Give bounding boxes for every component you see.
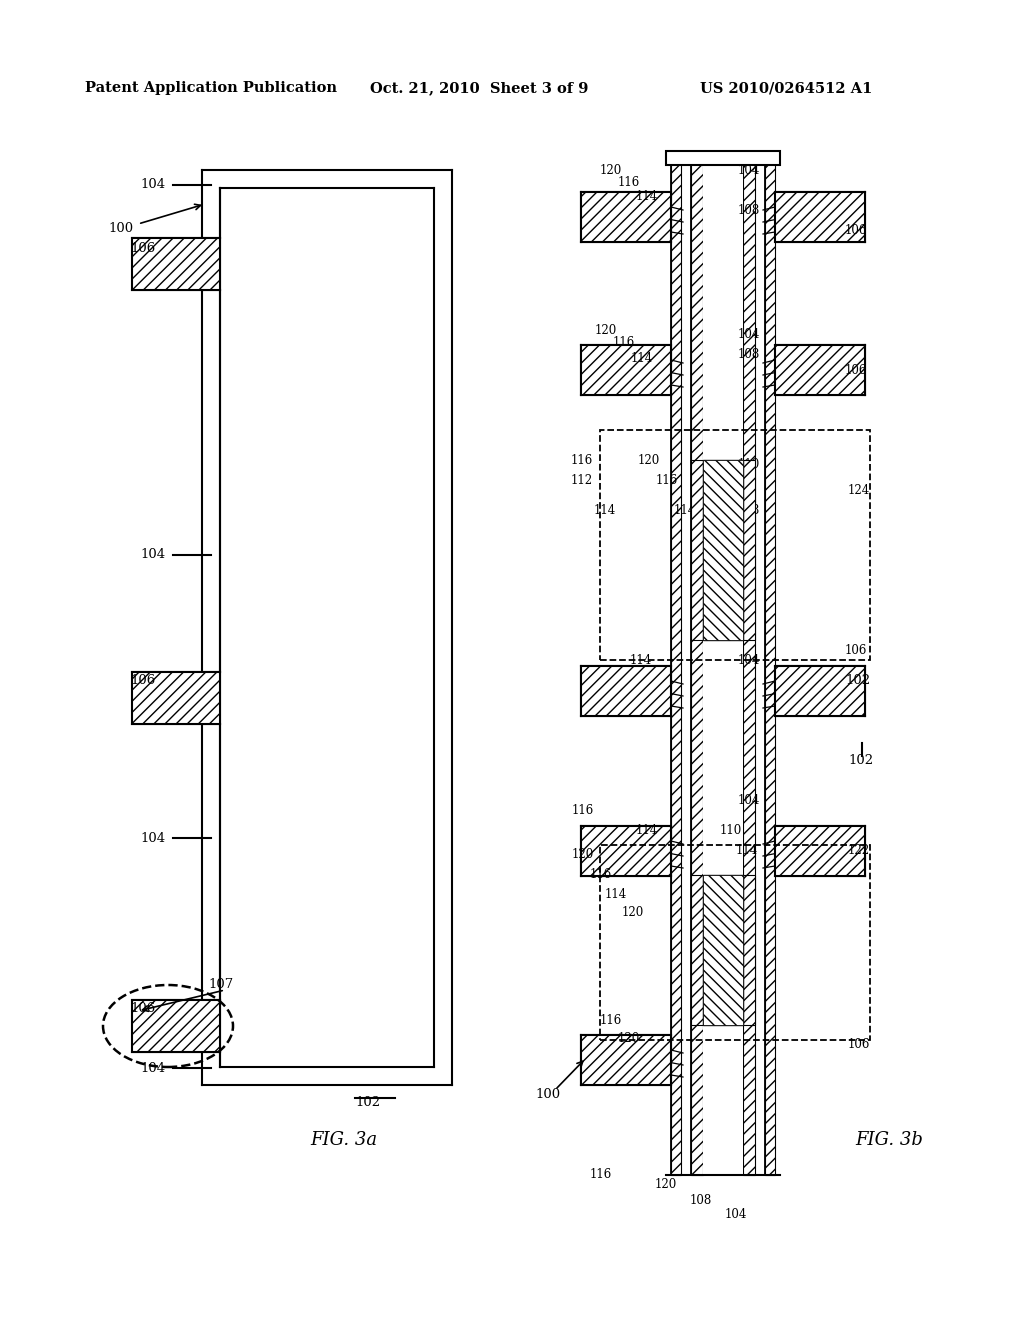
Text: 108: 108 [738,503,760,516]
Bar [703,459,743,640]
Bar [581,1035,671,1085]
Text: 120: 120 [655,1179,677,1192]
Bar [703,162,743,1175]
Text: 122: 122 [848,843,870,857]
Text: 102: 102 [355,1097,380,1110]
Bar [581,191,671,242]
Text: 104: 104 [738,793,761,807]
Text: FIG. 3b: FIG. 3b [855,1131,923,1148]
Text: 114: 114 [736,843,758,857]
Text: 106: 106 [130,675,156,688]
Bar [691,459,703,640]
Text: 114: 114 [630,653,652,667]
Text: 112: 112 [571,474,593,487]
Bar [743,875,755,1026]
Text: 104: 104 [738,164,761,177]
Text: 102: 102 [845,673,870,686]
Text: US 2010/0264512 A1: US 2010/0264512 A1 [700,81,872,95]
Text: 104: 104 [738,329,761,342]
Bar [775,191,865,242]
Bar [703,459,743,640]
Text: 106: 106 [130,1002,156,1015]
Text: 116: 116 [572,804,594,817]
Text: 116: 116 [656,474,678,487]
Bar [691,162,703,1175]
Text: 116: 116 [590,1168,612,1181]
Text: 120: 120 [595,323,617,337]
Text: 106: 106 [845,223,867,236]
Text: 104: 104 [140,832,165,845]
Text: 104: 104 [140,1061,165,1074]
Bar [600,845,870,1040]
Text: 104: 104 [140,178,165,191]
Bar [581,826,671,876]
Bar [765,162,775,1175]
Bar [600,430,870,660]
Bar [671,162,681,1175]
Text: 120: 120 [622,907,644,920]
Text: 108: 108 [738,348,760,362]
Bar [743,162,755,1175]
Text: 116: 116 [590,869,612,882]
Bar [775,345,865,395]
Text: Patent Application Publication: Patent Application Publication [85,81,337,95]
Bar [703,875,743,1026]
Text: 114: 114 [636,824,658,837]
Text: 108: 108 [738,203,760,216]
Bar [775,667,865,715]
Text: 106: 106 [845,644,867,656]
Text: 116: 116 [600,1014,623,1027]
Bar [132,672,220,723]
Bar [703,875,743,1026]
Text: 114: 114 [636,190,658,202]
Text: 124: 124 [848,483,870,496]
Text: 120: 120 [600,164,623,177]
Bar [775,826,865,876]
Text: 102: 102 [848,754,873,767]
Bar [666,150,780,165]
Bar [581,345,671,395]
Text: 114: 114 [674,503,696,516]
Text: 114: 114 [594,503,616,516]
Text: 116: 116 [571,454,593,466]
Text: 110: 110 [720,824,742,837]
Text: 114: 114 [631,351,653,364]
Text: 104: 104 [738,653,761,667]
Bar [581,667,671,715]
Text: 106: 106 [130,242,156,255]
Text: 100: 100 [108,222,133,235]
Bar [743,459,755,640]
Text: 120: 120 [572,849,594,862]
Text: 106: 106 [845,363,867,376]
Text: 100: 100 [535,1089,560,1101]
Text: Oct. 21, 2010  Sheet 3 of 9: Oct. 21, 2010 Sheet 3 of 9 [370,81,589,95]
Text: 104: 104 [140,549,165,561]
Text: 104: 104 [725,1209,748,1221]
Text: 114: 114 [605,888,628,902]
Text: 116: 116 [618,177,640,190]
Bar [691,875,703,1026]
Text: 116: 116 [613,337,635,350]
Text: 120: 120 [638,454,660,466]
Text: 120: 120 [618,1031,640,1044]
Bar [132,238,220,290]
Text: 106: 106 [848,1039,870,1052]
Text: 107: 107 [208,978,233,991]
Text: 110: 110 [738,458,760,471]
Text: 108: 108 [690,1193,713,1206]
Text: FIG. 3a: FIG. 3a [310,1131,377,1148]
Bar [132,1001,220,1052]
